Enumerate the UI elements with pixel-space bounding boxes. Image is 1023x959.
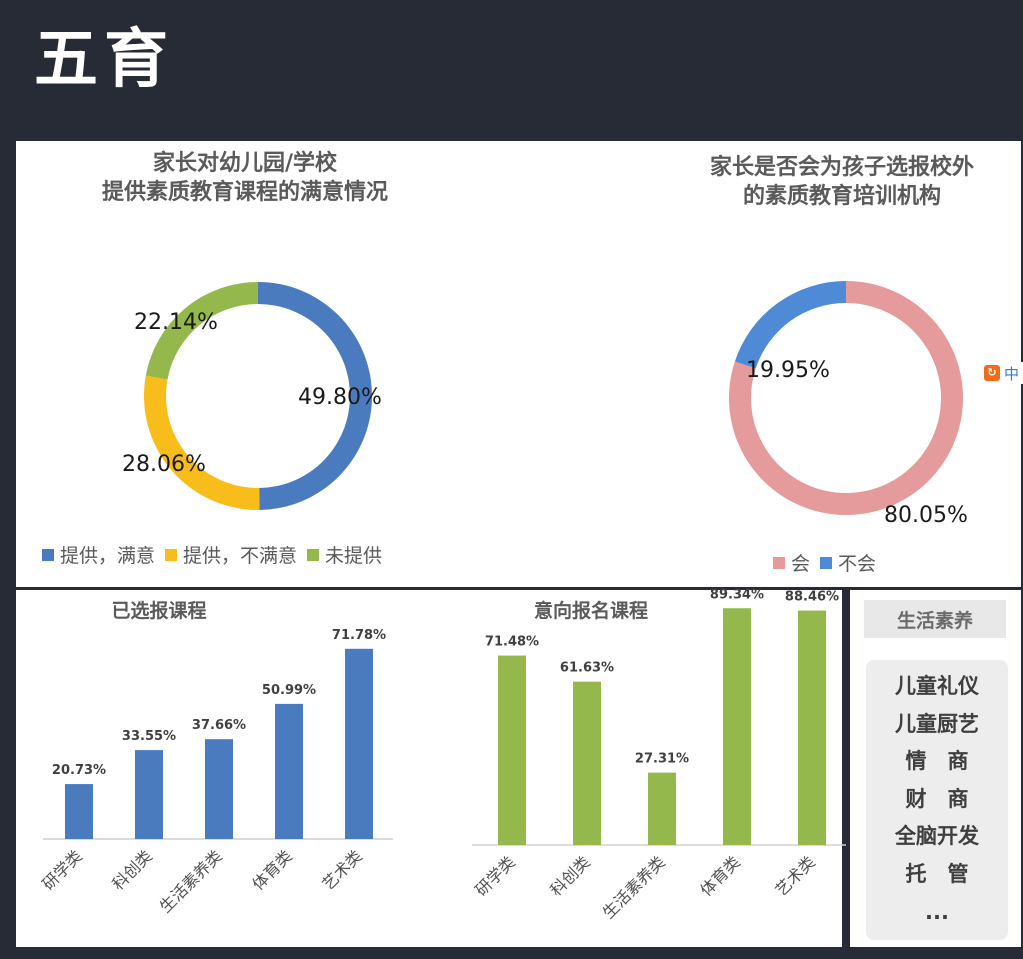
bar [345, 648, 373, 839]
legend-swatch [307, 548, 320, 561]
donut2-title-line: 家长是否会为孩子选报校外 [709, 155, 974, 180]
category-tick-label: 生活素养类 [599, 852, 669, 922]
legend-label: 未提供 [325, 545, 383, 567]
bar-charts-panel: 已选报课程 20.73% 研学类 33.55% 科创类 37.66% 生活素养类 50.99%… [16, 587, 846, 947]
legend-swatch [42, 548, 54, 561]
donut1-title-line: 提供素质教育课程的满意情况 [101, 180, 388, 205]
bar-data-label: 61.63% [560, 661, 614, 676]
category-tick-label: 体育类 [696, 852, 743, 899]
bar-data-label: 50.99% [262, 683, 316, 698]
list-item: 全脑开发 [895, 824, 979, 849]
list-item: 儿童厨艺 [895, 711, 979, 736]
bar [135, 750, 163, 839]
bar [498, 655, 526, 845]
donut1-title: 家长对幼儿园/学校 提供素质教育课程的满意情况 [30, 149, 460, 207]
bar-chart-title: 意向报名课程 [534, 599, 648, 622]
bar [573, 681, 601, 845]
legend-label: 提供，不满意 [183, 545, 298, 567]
legend-item: 不会 [820, 549, 876, 576]
bar [65, 784, 93, 839]
bar-data-label: 71.78% [332, 628, 386, 643]
bar [648, 772, 676, 845]
legend-swatch [820, 556, 833, 569]
donut-data-label: 49.80% [298, 385, 382, 410]
list-item: 托 管 [905, 861, 969, 886]
bar-charts: 已选报课程 20.73% 研学类 33.55% 科创类 37.66% 生活素养类 50.99%… [38, 587, 846, 922]
legend-swatch [165, 548, 178, 561]
translate-badge[interactable]: ↻ 中 [981, 362, 1023, 384]
donut-charts-panel: 家长对幼儿园/学校 提供素质教育课程的满意情况 49.80% 28.06% 22.1… [16, 141, 1021, 587]
donut-slice [258, 282, 373, 510]
legend-swatch [773, 556, 785, 569]
translate-badge-label: 中 [1004, 364, 1020, 383]
legend-item: 未提供 [307, 541, 382, 568]
category-tick-label: 艺术类 [771, 852, 818, 899]
donut2-chart: 80.05% 19.95% [729, 281, 968, 528]
category-tick-label: 艺术类 [318, 846, 365, 893]
donut2-title: 家长是否会为孩子选报校外 的素质教育培训机构 [632, 153, 1023, 211]
donut2-legend: 会 不会 [773, 549, 886, 576]
legend-label: 不会 [838, 553, 877, 575]
legend-label: 会 [791, 553, 811, 575]
donut-slice [734, 281, 846, 369]
bar-data-label: 89.34% [710, 587, 764, 602]
bar-data-label: 37.66% [192, 718, 246, 733]
bar [723, 608, 751, 845]
life-skills-tag: 生活素养 [864, 600, 1006, 638]
donut2-title-line: 的素质教育培训机构 [742, 184, 941, 209]
category-tick-label: 生活素养类 [156, 846, 226, 916]
list-item: 财 商 [905, 786, 969, 811]
donut1-title-line: 家长对幼儿园/学校 [152, 151, 338, 176]
slide-title: 五育 [34, 23, 174, 97]
donut1-chart: 49.80% 28.06% 22.14% [122, 282, 382, 510]
bar-data-label: 20.73% [52, 763, 106, 778]
donut-data-label: 19.95% [746, 358, 830, 383]
category-tick-label: 研学类 [471, 852, 518, 899]
bar-data-label: 88.46% [785, 590, 839, 605]
donut-data-label: 28.06% [122, 452, 206, 477]
bar-data-label: 27.31% [635, 752, 689, 767]
list-item: 儿童礼仪 [895, 674, 979, 698]
bar-data-label: 33.55% [122, 729, 176, 744]
legend-item: 提供，满意 [42, 541, 155, 568]
donut1-legend: 提供，满意 提供，不满意 未提供 [42, 541, 392, 568]
legend-item: 提供，不满意 [165, 541, 297, 568]
category-tick-label: 科创类 [108, 846, 155, 893]
bar [205, 739, 233, 839]
bar [275, 703, 303, 839]
legend-item: 会 [773, 549, 810, 576]
life-skills-panel: 生活素养 儿童礼仪 儿童厨艺 情 商 财 商 全脑开发 托 管 ... [850, 590, 1021, 947]
bar-data-label: 71.48% [485, 635, 539, 650]
category-tick-label: 体育类 [248, 846, 295, 893]
translate-icon: ↻ [984, 365, 1000, 381]
category-tick-label: 研学类 [38, 846, 85, 893]
donut-data-label: 80.05% [884, 503, 968, 528]
bar-chart-title: 已选报课程 [111, 599, 206, 622]
list-item: ... [925, 899, 949, 924]
donut-slice [145, 282, 258, 380]
donut-data-label: 22.14% [134, 310, 218, 335]
bar [798, 610, 826, 845]
legend-label: 提供，满意 [60, 545, 156, 567]
category-tick-label: 科创类 [546, 852, 593, 899]
list-item: 情 商 [905, 749, 969, 774]
life-skills-list: 儿童礼仪 儿童厨艺 情 商 财 商 全脑开发 托 管 ... [866, 660, 1008, 940]
donut-slice [144, 375, 260, 510]
